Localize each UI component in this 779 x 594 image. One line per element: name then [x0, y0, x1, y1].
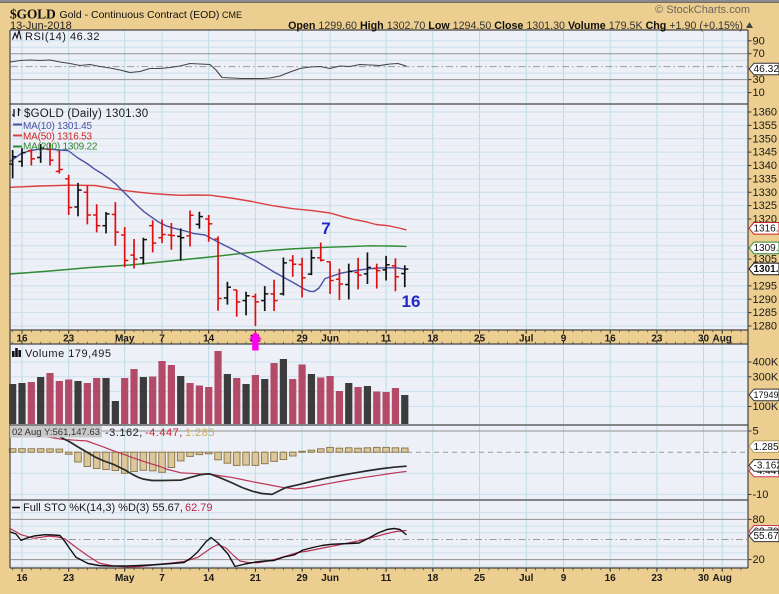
svg-text:23: 23	[63, 334, 75, 345]
svg-text:Aug: Aug	[712, 334, 731, 345]
svg-text:55.67: 55.67	[754, 531, 779, 542]
svg-text:16: 16	[16, 573, 28, 584]
svg-text:46.32: 46.32	[754, 64, 779, 75]
svg-text:1301.30: 1301.30	[754, 264, 779, 275]
svg-text:Open 1299.60 High 1302.70 Low: Open 1299.60 High 1302.70 Low 1294.50 Cl…	[288, 20, 743, 32]
svg-text:7: 7	[321, 219, 330, 238]
svg-text:9: 9	[561, 334, 567, 345]
svg-text:May: May	[115, 573, 135, 584]
svg-text:1350: 1350	[753, 133, 777, 145]
svg-text:-3.162: -3.162	[754, 461, 779, 472]
svg-text:1345: 1345	[753, 147, 777, 159]
svg-text:30: 30	[753, 74, 765, 86]
svg-text:13-Jun-2018: 13-Jun-2018	[10, 20, 72, 32]
svg-text:Aug: Aug	[712, 573, 731, 584]
svg-text:21: 21	[250, 573, 262, 584]
svg-text:80: 80	[753, 514, 765, 526]
svg-text:Gold - Continuous Contract (EO: Gold - Continuous Contract (EOD)	[60, 9, 220, 21]
svg-text:10: 10	[753, 87, 765, 99]
svg-text:MA(10) 1301.45: MA(10) 1301.45	[23, 121, 93, 132]
svg-text:1340: 1340	[753, 160, 777, 172]
svg-text:-3.162,: -3.162,	[105, 427, 143, 439]
svg-text:70: 70	[753, 48, 765, 60]
svg-text:Jun: Jun	[321, 573, 339, 584]
svg-text:1316.53: 1316.53	[754, 224, 779, 235]
svg-text:1335: 1335	[753, 173, 777, 185]
svg-text:7: 7	[159, 334, 165, 345]
svg-text:100K: 100K	[753, 401, 779, 413]
svg-text:29: 29	[297, 573, 309, 584]
svg-text:11: 11	[381, 573, 392, 584]
svg-text:14: 14	[203, 573, 215, 584]
svg-text:1309.22: 1309.22	[754, 243, 779, 254]
svg-text:Volume 179,495: Volume 179,495	[25, 348, 112, 360]
svg-text:1280: 1280	[753, 321, 777, 333]
svg-text:$GOLD: $GOLD	[10, 7, 56, 22]
svg-text:16: 16	[605, 334, 617, 345]
svg-text:300K: 300K	[753, 371, 779, 383]
svg-text:1325: 1325	[753, 200, 777, 212]
svg-text:23: 23	[63, 573, 75, 584]
svg-text:$GOLD (Daily) 1301.30: $GOLD (Daily) 1301.30	[24, 108, 148, 120]
svg-text:179495: 179495	[754, 390, 779, 400]
svg-text:16: 16	[16, 334, 28, 345]
svg-text:02 Aug Y:561,147.63: 02 Aug Y:561,147.63	[12, 427, 100, 438]
svg-text:9: 9	[561, 573, 567, 584]
svg-text:5: 5	[753, 426, 759, 438]
svg-text:25: 25	[474, 334, 486, 345]
svg-text:1330: 1330	[753, 187, 777, 199]
svg-text:30: 30	[698, 573, 710, 584]
svg-text:20: 20	[753, 554, 765, 566]
svg-text:18: 18	[427, 334, 439, 345]
svg-text:1360: 1360	[753, 107, 777, 119]
svg-text:1355: 1355	[753, 120, 777, 132]
svg-text:23: 23	[651, 573, 663, 584]
svg-text:1.285: 1.285	[754, 442, 779, 453]
svg-text:11: 11	[381, 334, 392, 345]
svg-text:MA(50) 1316.53: MA(50) 1316.53	[23, 132, 93, 143]
svg-text:1290: 1290	[753, 294, 777, 306]
svg-text:Jul: Jul	[519, 573, 534, 584]
svg-text:CME: CME	[222, 10, 242, 20]
svg-text:16: 16	[605, 573, 617, 584]
svg-text:RSI(14) 46.32: RSI(14) 46.32	[25, 31, 100, 43]
svg-text:23: 23	[651, 334, 663, 345]
svg-text:1295: 1295	[753, 280, 777, 292]
svg-text:Jul: Jul	[519, 334, 534, 345]
svg-text:18: 18	[427, 573, 439, 584]
svg-text:30: 30	[698, 334, 710, 345]
svg-text:7: 7	[159, 573, 165, 584]
svg-text:© StockCharts.com: © StockCharts.com	[655, 4, 750, 16]
svg-text:Jun: Jun	[321, 334, 339, 345]
svg-text:400K: 400K	[753, 357, 779, 369]
svg-text:14: 14	[203, 334, 215, 345]
svg-text:29: 29	[297, 334, 309, 345]
svg-text:62.79: 62.79	[185, 502, 213, 514]
svg-text:16: 16	[402, 292, 421, 311]
svg-text:25: 25	[474, 573, 486, 584]
svg-text:1285: 1285	[753, 307, 777, 319]
svg-text:-4.447,: -4.447,	[145, 427, 183, 439]
svg-text:May: May	[115, 334, 135, 345]
svg-text:Full STO %K(14,3) %D(3) 55.67,: Full STO %K(14,3) %D(3) 55.67,	[23, 502, 183, 514]
svg-text:-10: -10	[753, 489, 769, 501]
svg-text:90: 90	[753, 35, 765, 47]
svg-text:1.285: 1.285	[185, 427, 215, 439]
svg-text:MA(200) 1309.22: MA(200) 1309.22	[23, 142, 98, 153]
